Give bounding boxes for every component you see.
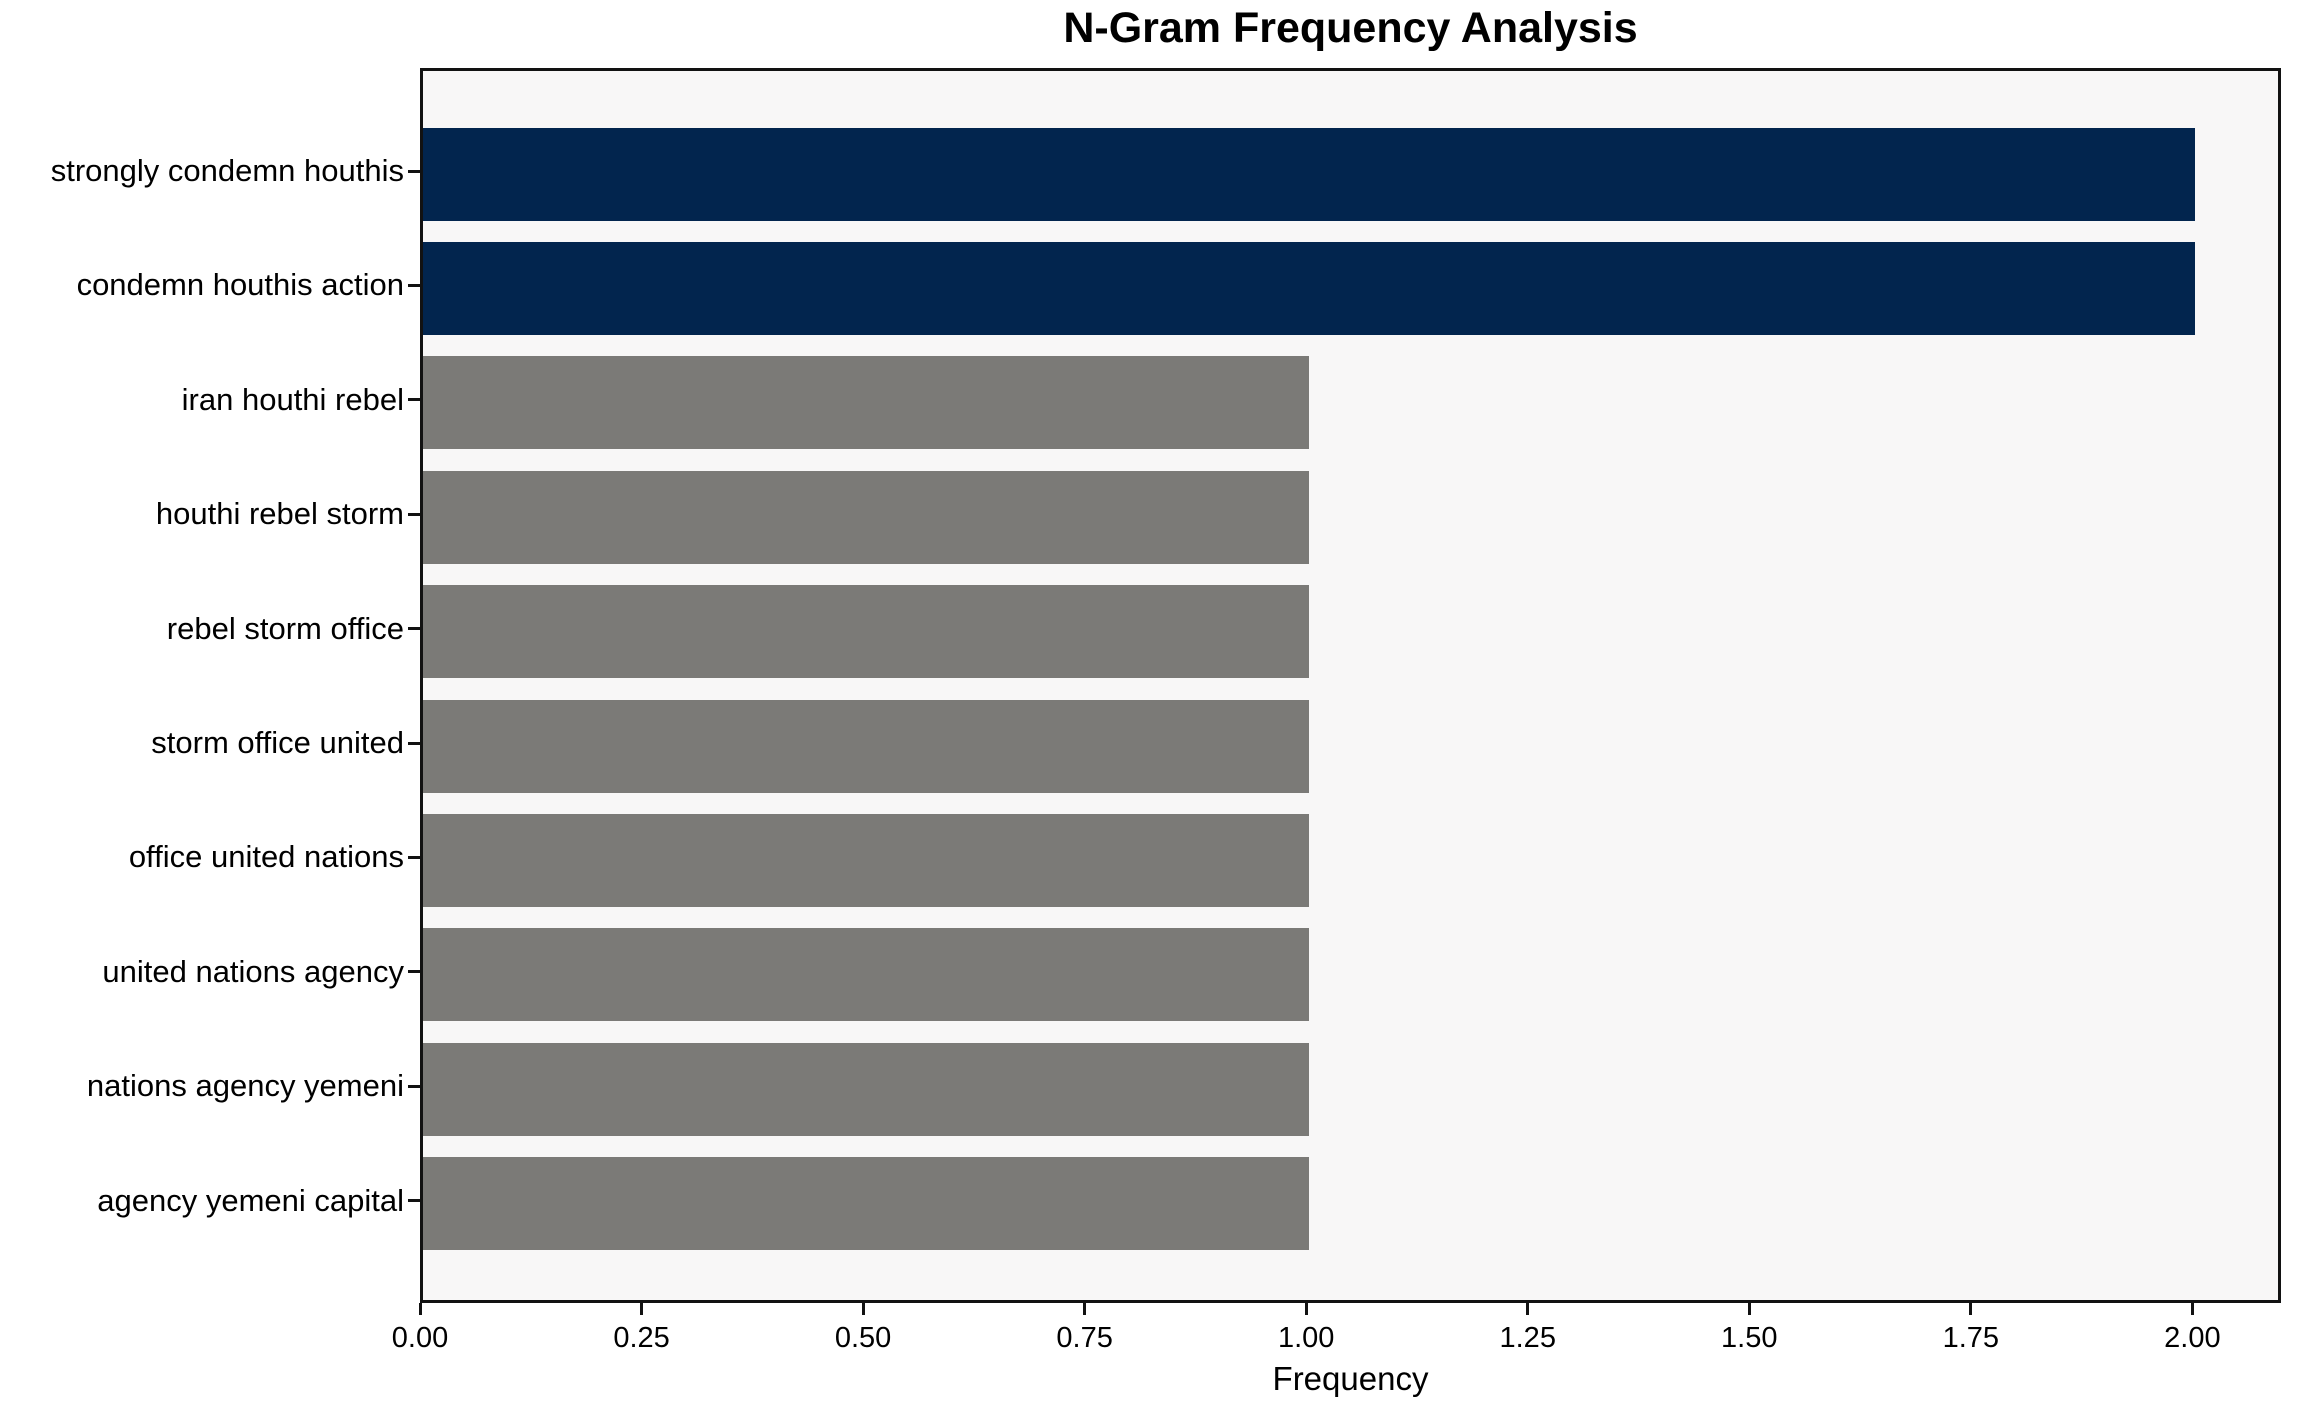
bar: [423, 813, 1310, 907]
x-tick-label: 1.50: [1721, 1322, 1778, 1354]
bar: [423, 241, 2196, 335]
x-tick-mark: [1969, 1303, 1973, 1315]
y-tick-mark: [408, 1084, 420, 1088]
x-tick-label: 0.50: [834, 1322, 892, 1354]
y-tick-label: rebel storm office: [166, 610, 404, 646]
chart-title: N-Gram Frequency Analysis: [1063, 4, 1638, 52]
x-tick-mark: [1747, 1303, 1751, 1315]
y-tick-mark: [408, 283, 420, 287]
y-tick-label: agency yemeni capital: [97, 1182, 404, 1218]
bar: [423, 585, 1310, 679]
x-tick-mark: [640, 1303, 644, 1315]
y-tick-label: united nations agency: [102, 953, 404, 989]
y-tick-label: houthi rebel storm: [155, 496, 404, 532]
x-tick-label: 2.00: [2164, 1322, 2221, 1354]
x-axis-label: Frequency: [1272, 1360, 1429, 1397]
y-tick-label: condemn houthis action: [76, 267, 404, 303]
x-tick-mark: [1083, 1303, 1087, 1315]
x-tick-label: 0.25: [613, 1322, 670, 1354]
bar: [423, 127, 2196, 221]
x-tick-mark: [1304, 1303, 1308, 1315]
x-tick-label: 1.25: [1499, 1322, 1556, 1354]
y-tick-label: iran houthi rebel: [181, 381, 404, 417]
bar: [423, 1042, 1310, 1136]
bar: [423, 470, 1310, 564]
y-tick-label: office united nations: [128, 839, 404, 875]
bar: [423, 699, 1310, 793]
x-tick-mark: [418, 1303, 422, 1315]
y-tick-mark: [408, 970, 420, 974]
y-tick-mark: [408, 741, 420, 745]
x-tick-mark: [861, 1303, 865, 1315]
y-tick-mark: [408, 398, 420, 402]
x-tick-label: 1.75: [1942, 1322, 2000, 1354]
x-tick-mark: [1526, 1303, 1530, 1315]
bar: [423, 356, 1310, 450]
bar: [423, 928, 1310, 1022]
plot-area: [420, 68, 2281, 1303]
x-tick-label: 1.00: [1277, 1322, 1335, 1354]
bar: [423, 1157, 1310, 1251]
y-tick-label: strongly condemn houthis: [50, 153, 404, 188]
x-tick-label: 0.00: [391, 1322, 449, 1354]
y-tick-mark: [408, 855, 420, 859]
y-tick-mark: [408, 627, 420, 631]
y-tick-label: storm office united: [151, 725, 404, 760]
y-tick-mark: [408, 169, 420, 173]
y-tick-mark: [408, 512, 420, 516]
y-tick-label: nations agency yemeni: [86, 1068, 404, 1104]
y-tick-mark: [408, 1199, 420, 1203]
x-tick-label: 0.75: [1056, 1322, 1113, 1354]
x-tick-mark: [2190, 1303, 2194, 1315]
